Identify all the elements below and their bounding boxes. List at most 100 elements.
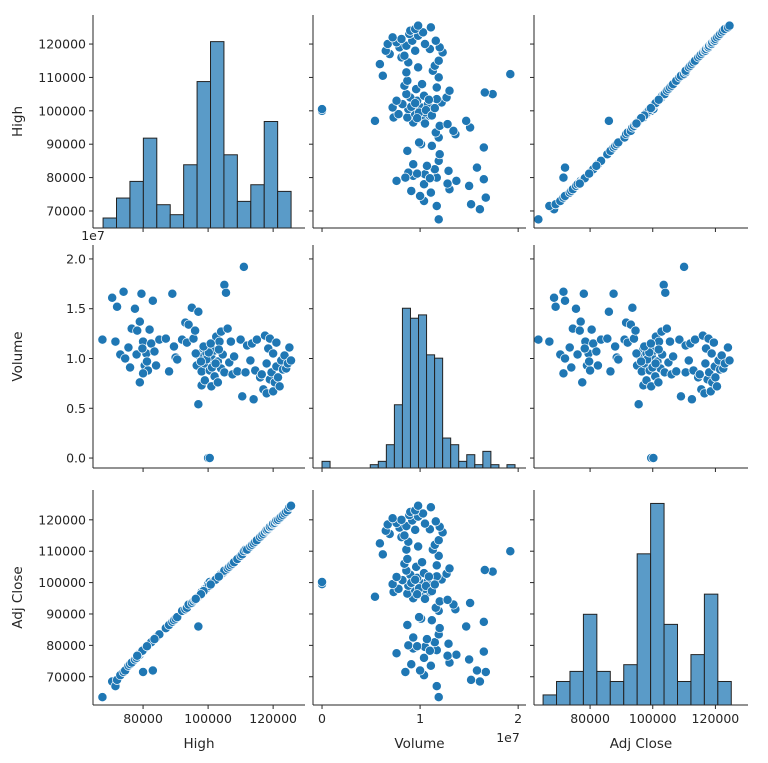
- histogram-bar: [458, 460, 468, 469]
- scatter-point: [412, 113, 423, 124]
- scatter-point: [205, 338, 216, 349]
- histogram-bar: [196, 81, 212, 229]
- scatter-point: [422, 160, 432, 171]
- y-axis-label: Volume: [10, 331, 26, 381]
- scatter-point: [425, 187, 436, 198]
- x-tick-label: 120000: [692, 711, 740, 726]
- scatter-point: [183, 319, 194, 330]
- scatter-point: [415, 190, 426, 201]
- scatter-point: [480, 192, 491, 203]
- scatter-point: [434, 623, 445, 634]
- scatter-point: [413, 541, 424, 552]
- histogram-bar: [169, 214, 185, 229]
- scatter-point: [650, 358, 661, 369]
- scatter-point: [151, 360, 162, 371]
- scatter-point: [653, 344, 664, 355]
- scatter-point: [708, 337, 719, 348]
- scatter-point: [237, 391, 248, 402]
- scatter-point: [592, 360, 603, 371]
- scatter-point: [129, 303, 140, 314]
- scatter-point: [550, 301, 561, 312]
- y-tick-label: 110000: [38, 544, 86, 559]
- scatter-point: [169, 341, 179, 352]
- scatter-point: [387, 513, 398, 524]
- x-offset-label: 1e7: [496, 730, 520, 745]
- scatter-point: [722, 342, 733, 353]
- scatter-point: [213, 571, 224, 582]
- scatter-point: [408, 632, 419, 643]
- scatter-point: [442, 594, 453, 605]
- scatter-point: [679, 261, 690, 272]
- scatter-point: [284, 342, 295, 353]
- histogram-bar: [636, 553, 652, 706]
- scatter-point: [424, 173, 435, 184]
- scatter-point: [402, 554, 413, 565]
- scatter-point: [579, 343, 590, 354]
- scatter-point: [706, 348, 717, 359]
- scatter-point: [648, 453, 659, 463]
- histogram-bar: [434, 357, 444, 469]
- scatter-point: [196, 356, 206, 367]
- scatter-point: [658, 279, 669, 290]
- histogram-bar: [183, 164, 198, 229]
- scatter-point: [193, 306, 204, 317]
- scatter-point: [204, 453, 215, 463]
- scatter-point: [505, 546, 516, 557]
- scatter-point: [442, 178, 453, 189]
- scatter-point: [433, 55, 444, 66]
- scatter-point: [399, 530, 410, 541]
- scatter-point: [574, 325, 585, 336]
- scatter-point: [193, 399, 204, 410]
- panel-volume-vs-adj: [530, 245, 748, 472]
- scatter-point: [410, 574, 421, 585]
- panel-adj-vs-volume: 0 1 2: [309, 490, 526, 726]
- scatter-point: [271, 337, 282, 348]
- scatter-point: [631, 348, 642, 359]
- scatter-point: [675, 391, 686, 402]
- histogram-bar: [385, 444, 395, 469]
- scatter-point: [443, 165, 454, 176]
- scatter-point: [472, 665, 482, 676]
- y-tick-label: 1.0: [66, 351, 86, 366]
- scatter-point: [402, 75, 413, 86]
- histogram-bar: [482, 450, 492, 469]
- scatter-point: [420, 118, 430, 129]
- scatter-point: [448, 125, 459, 136]
- x-axis-label: Adj Close: [610, 736, 672, 752]
- panel-high-vs-volume: [309, 15, 526, 232]
- scatter-point: [478, 174, 489, 185]
- scatter-point: [402, 145, 413, 156]
- panel-adj-vs-high: 70000 80000 90000 100000 110000 120000 80000 10…: [38, 490, 305, 726]
- histogram-bar: [650, 502, 665, 706]
- scatter-point: [125, 362, 136, 373]
- y-tick-label: 70000: [46, 669, 86, 684]
- histogram-bar: [582, 613, 598, 706]
- scatter-point: [251, 334, 262, 345]
- scatter-point: [505, 69, 516, 80]
- scatter-point: [430, 516, 441, 527]
- y-tick-label: 0.5: [66, 401, 86, 416]
- scatter-point: [147, 295, 158, 306]
- y-tick-label: 70000: [46, 203, 86, 218]
- scatter-point: [431, 560, 442, 571]
- x-tick-label: 0: [318, 711, 326, 726]
- histogram-bar: [663, 623, 679, 706]
- scatter-point: [544, 336, 555, 347]
- scatter-point: [138, 368, 149, 379]
- scatter-point: [665, 336, 675, 347]
- scatter-point: [147, 665, 158, 676]
- scatter-point: [575, 316, 586, 327]
- scatter-point: [690, 334, 700, 345]
- scatter-point: [603, 115, 614, 126]
- histogram-bar: [223, 154, 238, 229]
- scatter-point: [213, 344, 224, 355]
- scatter-point: [245, 355, 256, 366]
- histogram-bar: [236, 200, 252, 229]
- scatter-point: [391, 571, 402, 582]
- scatter-point: [410, 524, 421, 535]
- histogram-bar: [442, 437, 452, 469]
- scatter-point: [406, 659, 417, 670]
- y-offset-label: 1e7: [81, 228, 105, 243]
- scatter-point: [478, 616, 489, 627]
- scatter-point: [571, 303, 581, 314]
